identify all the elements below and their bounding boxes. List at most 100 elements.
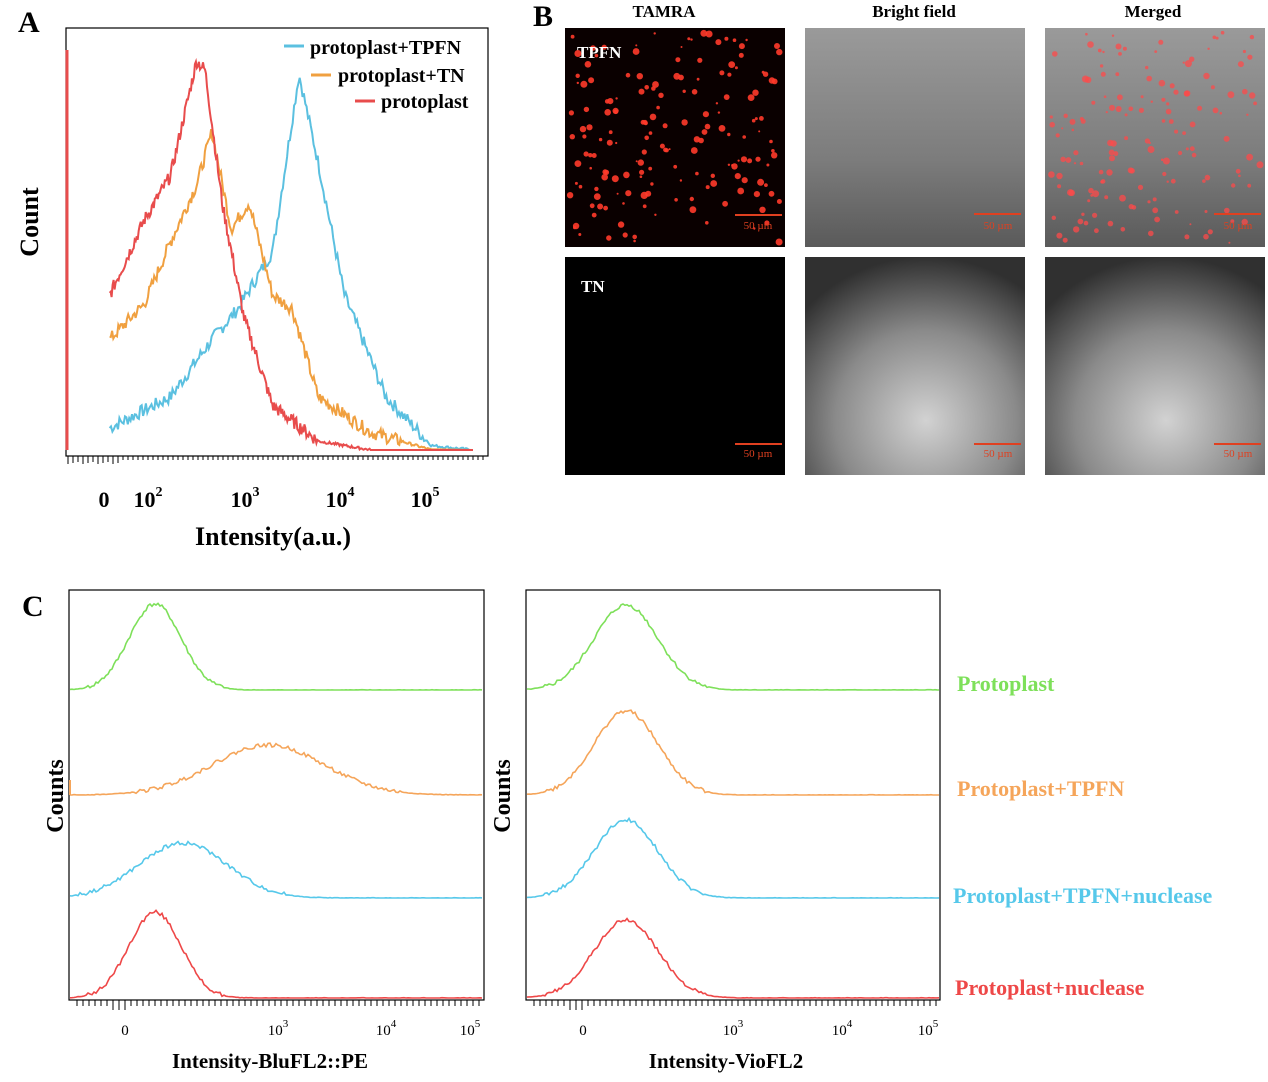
- merged-fluorescent-dots: [1048, 30, 1264, 244]
- fluor-dot: [737, 159, 740, 162]
- fluor-dot: [1182, 131, 1186, 136]
- fluor-dot: [742, 135, 746, 139]
- fluor-dot: [1062, 237, 1068, 243]
- panel-c-right-xlabel: Intensity-VioFL2: [649, 1049, 803, 1073]
- fluor-dot: [769, 139, 773, 144]
- fluor-dot: [1152, 207, 1159, 214]
- fluor-dot: [690, 147, 698, 154]
- c-left-tick-3: 105: [460, 1018, 481, 1039]
- panel-a-tick-2: 103: [231, 485, 260, 512]
- fluor-dot: [574, 50, 582, 57]
- fluor-dot: [762, 71, 769, 77]
- fluor-dot: [1056, 172, 1063, 180]
- fluor-dot: [641, 149, 647, 155]
- fluor-dot: [1138, 107, 1144, 113]
- series-line-1: [108, 77, 473, 451]
- img-tn-brightfield: [805, 257, 1025, 475]
- scalebar-label-2: 50 µm: [984, 220, 1013, 232]
- fluor-dot: [1189, 146, 1195, 152]
- fluor-dot: [1242, 88, 1248, 95]
- fluor-dot: [753, 191, 761, 198]
- fluor-dot: [1081, 212, 1085, 216]
- fluor-dot: [1145, 65, 1149, 70]
- fluor-dot: [1092, 190, 1100, 198]
- fluor-dot: [1067, 189, 1074, 196]
- fluor-dot: [1110, 140, 1117, 147]
- fluor-dot: [1065, 157, 1072, 163]
- fluor-dot: [625, 190, 632, 197]
- fluor-dot: [1124, 113, 1128, 117]
- c-right-tick-2-exp: 4: [847, 1018, 853, 1030]
- fluor-dot: [582, 134, 587, 139]
- fluor-dot: [590, 45, 596, 51]
- fluor-dot: [1115, 106, 1122, 112]
- panel-a-tick-1-exp: 2: [156, 485, 163, 500]
- fluor-dot: [640, 191, 648, 199]
- fluor-dot: [704, 123, 711, 130]
- legend-label-protoplast: protoplast: [381, 91, 469, 113]
- c-left-tick-1-exp: 3: [283, 1018, 289, 1030]
- fluor-dot: [710, 180, 718, 187]
- panel-c-right-ylabel: Counts: [490, 759, 516, 832]
- fluor-dot: [651, 86, 656, 91]
- fluor-dot: [639, 169, 645, 175]
- fluor-dot: [1099, 64, 1104, 68]
- fluor-dot: [608, 130, 613, 135]
- fluor-dot: [689, 206, 697, 214]
- fluor-dot: [583, 106, 590, 113]
- fluor-dot: [603, 205, 608, 211]
- fluor-dot: [1144, 138, 1150, 144]
- scale-bar-labels: 50 µm 50 µm 50 µm 50 µm 50 µm 50 µm: [744, 220, 1253, 460]
- fluor-dot: [690, 38, 693, 41]
- fluor-dot: [633, 239, 636, 243]
- fluor-dot: [1087, 41, 1094, 48]
- panel-label-a: A: [18, 6, 40, 39]
- fluor-dot: [673, 164, 678, 169]
- fluor-dot: [705, 185, 710, 190]
- fluor-dot: [622, 232, 628, 238]
- c-right-series-2: [526, 709, 939, 796]
- fluor-dot: [1228, 241, 1231, 244]
- fluor-dot: [1191, 152, 1197, 158]
- c-right-tick-1: 103: [723, 1018, 744, 1039]
- panel-a-tick-4-base: 10: [411, 487, 433, 512]
- fluor-dot: [771, 149, 775, 153]
- fluor-dot: [1115, 43, 1122, 50]
- fluor-dot: [1203, 233, 1209, 240]
- fluor-dot: [1182, 61, 1185, 64]
- fluor-dot: [682, 89, 686, 94]
- fluor-dot: [616, 192, 619, 195]
- fluor-dot: [648, 166, 653, 171]
- fluor-dot: [1088, 187, 1094, 194]
- fluor-dot: [1085, 32, 1088, 36]
- fluor-dot: [1231, 183, 1236, 188]
- fluor-dot: [623, 171, 630, 179]
- fluor-dot: [1051, 215, 1057, 220]
- fluor-dot: [697, 57, 703, 63]
- fluor-dot: [640, 119, 646, 125]
- fluor-dot: [1152, 197, 1157, 202]
- img-tn-tamra: [565, 257, 785, 475]
- panel-a-tick-2-base: 10: [231, 487, 253, 512]
- fluor-dot: [1241, 218, 1248, 226]
- panel-a-legend: protoplast+TPFN protoplast+TN protoplast: [284, 37, 469, 113]
- panel-a-tick-0: 0: [99, 487, 110, 512]
- col-header-brightfield: Bright field: [872, 2, 956, 21]
- fluor-dot: [1223, 135, 1230, 142]
- c-right-series-3: [526, 816, 940, 899]
- fluor-dot: [1060, 156, 1066, 162]
- fluor-dot: [1118, 52, 1122, 56]
- fluor-dot: [740, 156, 748, 163]
- fluor-dot: [1154, 50, 1158, 53]
- fluor-dot: [584, 61, 592, 68]
- fluor-dot: [594, 53, 599, 58]
- fluor-dot: [1235, 168, 1241, 174]
- panel-c-minor-ticks: [76, 1000, 937, 1010]
- fluor-dot: [586, 124, 593, 131]
- fluor-dot: [1207, 229, 1213, 235]
- panel-c-left-frame: [68, 589, 485, 1001]
- fluor-dot: [1049, 115, 1053, 119]
- panel-c-right-ticks: 0 103 104 105: [579, 1018, 939, 1039]
- fluor-dot: [1162, 157, 1170, 165]
- c-left-tick-3-exp: 5: [475, 1018, 481, 1030]
